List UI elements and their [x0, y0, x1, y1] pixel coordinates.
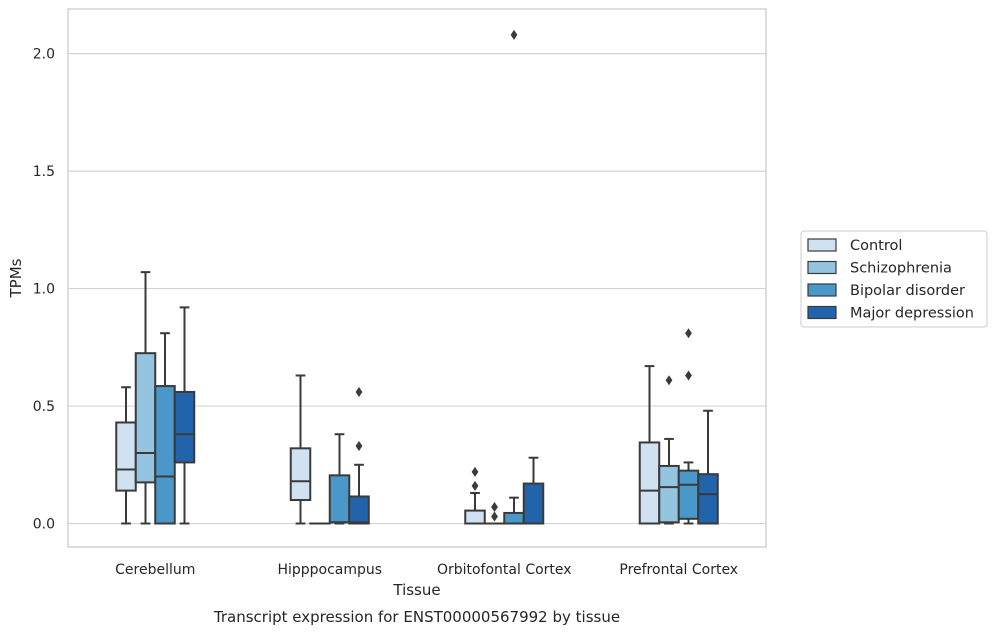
box-body	[173, 390, 196, 464]
x-axis-ticks: Cerebellum Hipppocampus Orbitofontal Corte…	[115, 562, 738, 578]
outlier-point	[471, 466, 479, 477]
box-body	[697, 473, 719, 525]
legend: Control Schizophrenia Bipolar disorder Majo…	[800, 230, 988, 328]
outlier-point	[471, 480, 479, 491]
legend-label: Major depression	[850, 306, 974, 322]
outlier-point	[510, 29, 518, 40]
box-0-3	[173, 306, 196, 525]
box-1-3	[348, 386, 370, 525]
box-2-0	[464, 466, 486, 525]
box-body	[658, 464, 680, 524]
box-body	[677, 469, 700, 520]
legend-swatch	[807, 283, 837, 297]
x-tick-label: Hipppocampus	[277, 562, 382, 578]
legend-label: Control	[850, 238, 902, 254]
box-body	[289, 447, 312, 502]
outlier-point	[685, 370, 692, 381]
box-3-3	[697, 409, 719, 525]
outlier-point	[491, 502, 498, 513]
legend-frame	[800, 230, 988, 328]
outlier-point	[491, 511, 498, 522]
box-2-3	[522, 456, 545, 525]
box-1-2	[328, 433, 351, 525]
box-body	[522, 482, 545, 525]
box-0-1	[134, 271, 157, 525]
chart-caption: Transcript expression for ENST0000056799…	[213, 608, 620, 626]
box-1-0	[289, 374, 312, 525]
x-tick-label: Prefrontal Cortex	[619, 562, 738, 578]
box-0-0	[115, 386, 137, 525]
plot-area-frame	[67, 8, 767, 548]
outlier-point	[685, 328, 692, 339]
legend-label: Bipolar disorder	[850, 283, 965, 299]
box-body	[464, 509, 486, 525]
outlier-point	[665, 375, 673, 386]
legend-swatch	[807, 238, 837, 252]
box-body	[115, 421, 137, 492]
box-body	[348, 495, 370, 525]
y-tick-label: 1.5	[33, 164, 55, 180]
y-tick-label: 1.0	[33, 282, 55, 298]
x-tick-label: Cerebellum	[115, 562, 195, 578]
box-3-1	[658, 375, 680, 525]
box-body	[328, 474, 351, 524]
box-3-0	[638, 365, 661, 525]
box-body	[503, 511, 525, 525]
legend-swatch	[807, 305, 837, 320]
outlier-point	[355, 440, 363, 451]
y-tick-label: 0.5	[33, 399, 55, 415]
outlier-point	[355, 386, 363, 397]
y-axis-ticks: 0.0 0.5 1.0 1.5 2.0	[33, 47, 55, 533]
boxes	[115, 29, 719, 525]
box-body	[154, 385, 176, 525]
x-tick-label: Orbitofontal Cortex	[437, 562, 572, 578]
legend-label: Schizophrenia	[850, 261, 952, 277]
box-3-2	[677, 328, 700, 525]
y-tick-label: 0.0	[33, 517, 55, 533]
box-body	[638, 441, 661, 525]
box-body	[134, 352, 157, 484]
box-2-1	[483, 502, 506, 525]
box-2-2	[503, 29, 525, 525]
legend-swatch	[807, 260, 837, 275]
x-axis-label: Tissue	[392, 581, 440, 599]
y-axis-label: TPMs	[7, 258, 25, 298]
box-0-2	[154, 332, 176, 525]
y-tick-label: 2.0	[33, 47, 55, 63]
